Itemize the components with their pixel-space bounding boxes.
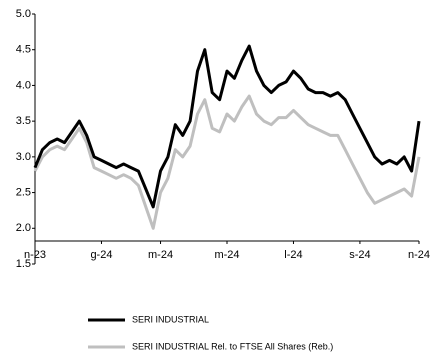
y-tick-label: 1.5 [16,258,31,270]
x-tick-label: n-23 [24,249,46,261]
y-tick-label: 4.0 [16,79,31,91]
y-tick-label: 3.0 [16,151,31,163]
y-tick-label: 5.0 [16,8,31,20]
x-tick-label: l-24 [284,249,302,261]
x-tick-label: s-24 [349,249,370,261]
x-tick-label: m-24 [214,249,239,261]
y-tick-label: 2.0 [16,222,31,234]
x-tick-label: m-24 [148,249,173,261]
y-tick-label: 2.5 [16,186,31,198]
series-line [33,44,421,209]
y-tick-label: 3.5 [16,115,31,127]
legend-label: SERI INDUSTRIAL Rel. to FTSE All Shares … [132,341,333,351]
x-tick-label: n-24 [408,249,430,261]
x-tick-label: g-24 [90,249,112,261]
legend: SERI INDUSTRIAL SERI INDUSTRIAL Rel. to F… [88,314,333,351]
y-tick-label: 4.5 [16,44,31,56]
legend-label: SERI INDUSTRIAL [132,314,209,324]
series-line [33,94,421,230]
